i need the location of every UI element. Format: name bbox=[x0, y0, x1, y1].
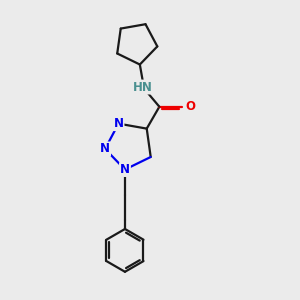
Text: N: N bbox=[100, 142, 110, 155]
Text: O: O bbox=[185, 100, 195, 113]
Text: N: N bbox=[120, 163, 130, 176]
Text: N: N bbox=[113, 117, 124, 130]
Text: HN: HN bbox=[133, 80, 152, 94]
